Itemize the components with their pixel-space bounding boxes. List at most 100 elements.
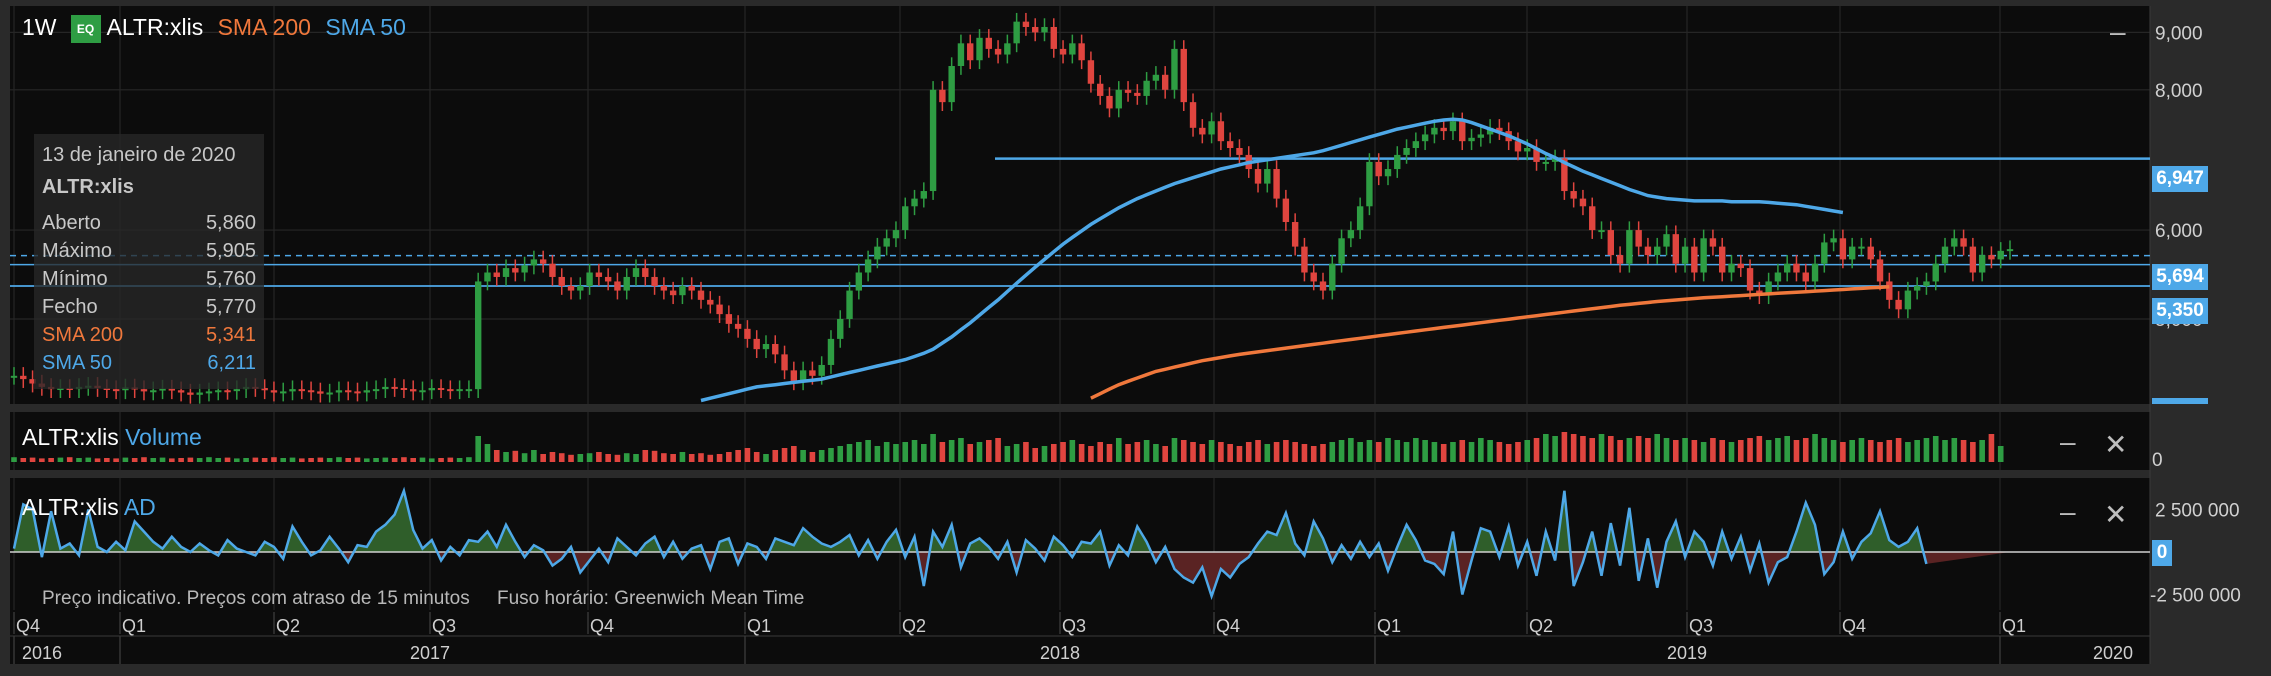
candle-body: [382, 386, 389, 390]
candle-body: [1848, 246, 1856, 260]
candle-body: [790, 370, 798, 382]
volume-bar: [215, 458, 222, 462]
candle-body: [474, 281, 482, 390]
candle-body: [1143, 80, 1150, 96]
candle-body: [1477, 134, 1485, 138]
volume-bar: [391, 458, 398, 462]
candle-body: [1087, 60, 1095, 84]
volume-bar: [1886, 440, 1893, 462]
candle-body: [976, 37, 983, 61]
candle-body: [697, 290, 705, 300]
volume-bar: [614, 454, 621, 462]
volume-bar: [20, 458, 27, 462]
volume-bar: [419, 457, 426, 462]
quarter-tick-label: Q4: [1216, 616, 1240, 636]
ad-minimize-button[interactable]: –: [2060, 496, 2076, 527]
volume-bar: [818, 450, 825, 462]
sma50-legend[interactable]: SMA 50: [325, 14, 406, 40]
volume-bar: [1654, 434, 1661, 462]
candle-body: [753, 338, 760, 350]
candle-body: [428, 388, 435, 391]
candle-body: [1291, 222, 1299, 247]
volume-bar: [902, 442, 909, 462]
volume-bar: [846, 444, 853, 462]
year-tick-label: 2016: [22, 643, 62, 663]
volume-bar: [1645, 438, 1651, 462]
time-axis-panel: [10, 610, 2150, 664]
volume-bar: [1097, 442, 1103, 462]
volume-bar: [354, 457, 361, 462]
candle-body: [1041, 26, 1048, 33]
candle-body: [1050, 26, 1057, 49]
volume-bar: [1821, 438, 1828, 462]
volume-bar: [1812, 434, 1818, 462]
volume-bar: [94, 458, 101, 462]
candle-body: [809, 370, 816, 376]
volume-bar: [874, 446, 881, 462]
volume-bar: [1626, 438, 1633, 462]
candle-body: [1923, 281, 1930, 286]
volume-bar: [828, 448, 834, 462]
volume-bar: [1932, 436, 1939, 462]
scroll-indicator[interactable]: [2152, 398, 2208, 404]
volume-bar: [958, 438, 964, 462]
volume-bar: [1496, 442, 1503, 462]
volume-bar: [131, 458, 138, 462]
volume-bar: [141, 457, 147, 462]
volume-bar: [438, 458, 444, 462]
volume-bar: [1895, 438, 1902, 462]
volume-bar: [503, 452, 509, 462]
interval-label[interactable]: 1W: [22, 14, 57, 40]
volume-minimize-button[interactable]: –: [2060, 426, 2076, 457]
volume-bar: [66, 457, 73, 462]
candle-body: [725, 314, 733, 324]
volume-bar: [726, 452, 732, 462]
volume-bar: [410, 458, 416, 462]
candle-body: [261, 388, 268, 391]
candle-body: [967, 43, 974, 61]
quarter-tick-label: Q4: [16, 616, 40, 636]
candle-body: [1719, 246, 1726, 273]
candle-body: [224, 390, 231, 393]
volume-bar: [1552, 436, 1558, 462]
candle-body: [1951, 238, 1958, 247]
tooltip-label: Mínimo: [42, 268, 108, 290]
candle-body: [837, 318, 844, 339]
volume-bar: [1134, 442, 1141, 462]
price-tick-label: 6,000: [2155, 221, 2203, 242]
candle-body: [1226, 141, 1234, 148]
volume-zero-label: 0: [2152, 450, 2163, 471]
candle-body: [1514, 141, 1522, 152]
volume-bar: [1273, 442, 1280, 462]
sma200-legend[interactable]: SMA 200: [217, 14, 311, 40]
candle-body: [363, 390, 370, 393]
candle-body: [391, 386, 398, 389]
candle-body: [577, 285, 584, 291]
candle-body: [874, 246, 881, 260]
volume-bar: [1413, 438, 1419, 462]
quarter-tick-label: Q4: [1842, 616, 1866, 636]
volume-bar: [800, 450, 806, 462]
volume-bar: [1069, 440, 1076, 462]
volume-close-button[interactable]: ✕: [2104, 429, 2128, 460]
candle-body: [493, 272, 500, 277]
volume-bar: [187, 457, 194, 462]
candle-body: [150, 390, 157, 393]
ad-close-button[interactable]: ✕: [2104, 499, 2128, 530]
volume-bar: [1450, 442, 1456, 462]
candle-body: [586, 272, 593, 286]
volume-bar: [1802, 438, 1809, 462]
candle-body: [911, 198, 918, 207]
quarter-tick-label: Q2: [1529, 616, 1553, 636]
tooltip-row-high: Máximo 5,905: [42, 240, 256, 263]
volume-bar: [363, 458, 370, 462]
price-minimize-button[interactable]: –: [2110, 16, 2126, 47]
candle-body: [985, 37, 992, 49]
candle-body: [1969, 246, 1977, 273]
tooltip-value: 6,211: [207, 352, 256, 374]
volume-bar: [1960, 440, 1967, 462]
candle-body: [1124, 89, 1132, 93]
volume-bar: [1115, 438, 1122, 462]
volume-bar: [939, 442, 946, 462]
